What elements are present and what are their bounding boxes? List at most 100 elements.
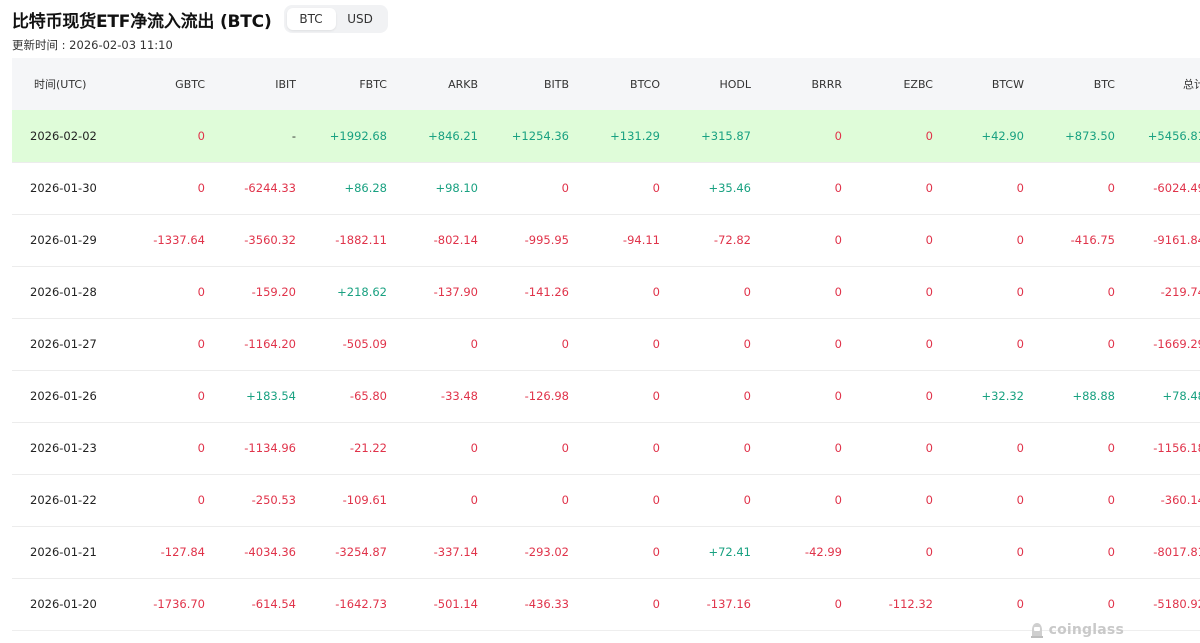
table-body: 2026-02-02 0 - +1992.68 +846.21 +1254.36 +131.… bbox=[12, 110, 1200, 630]
flow-cell: 0 bbox=[1016, 493, 1024, 507]
flow-cell: -109.61 bbox=[342, 493, 387, 507]
column-header-10[interactable]: BTCW bbox=[991, 77, 1024, 91]
flow-cell: +78.48 bbox=[1162, 389, 1200, 403]
flow-cell: -416.75 bbox=[1070, 233, 1115, 247]
flow-cell: -33.48 bbox=[440, 389, 478, 403]
table-row: 2026-01-21 -127.84 -4034.36 -3254.87 -337.14… bbox=[12, 526, 1200, 578]
flow-cell: -337.14 bbox=[433, 545, 478, 559]
flow-cell: 0 bbox=[834, 493, 842, 507]
flow-cell: 0 bbox=[925, 285, 933, 299]
flow-cell: +1254.36 bbox=[511, 128, 569, 143]
update-time: 更新时间 : 2026-02-03 11:10 bbox=[12, 38, 173, 52]
flow-cell: -1642.73 bbox=[335, 597, 387, 611]
page-title: 比特币现货ETF净流入流出 (BTC) bbox=[12, 11, 272, 32]
flow-cell: 0 bbox=[470, 441, 478, 455]
flow-cell: +183.54 bbox=[246, 389, 296, 403]
flow-cell: 0 bbox=[1016, 545, 1024, 559]
table-row: 2026-01-26 0 +183.54 -65.80 -33.48 -126.98 0 0 0… bbox=[12, 370, 1200, 422]
date-cell: 2026-01-26 bbox=[30, 389, 97, 403]
table-row: 2026-02-02 0 - +1992.68 +846.21 +1254.36 +131.… bbox=[12, 110, 1200, 162]
etf-flow-table: 时间(UTC) GBTC IBIT FBTC ARKB BITB BTCO HODL BRRR E… bbox=[12, 58, 1200, 631]
flow-cell: -1337.64 bbox=[153, 233, 205, 247]
date-cell: 2026-01-23 bbox=[30, 441, 97, 455]
toggle-usd[interactable]: USD bbox=[347, 12, 373, 26]
flow-cell: 0 bbox=[834, 233, 842, 247]
table-row: 2026-01-30 0 -6244.33 +86.28 +98.10 0 0 +35.46 0… bbox=[12, 162, 1200, 214]
flow-cell: +131.29 bbox=[610, 128, 660, 143]
flow-cell: 0 bbox=[1107, 441, 1115, 455]
flow-cell: +88.88 bbox=[1072, 389, 1115, 403]
flow-cell: -137.90 bbox=[433, 285, 478, 299]
flow-cell: +846.21 bbox=[428, 128, 478, 143]
flow-cell: 0 bbox=[925, 128, 933, 143]
flow-cell: -159.20 bbox=[251, 285, 296, 299]
flow-cell: -5180.92 bbox=[1153, 597, 1200, 611]
column-header-7[interactable]: HODL bbox=[719, 77, 751, 91]
flow-cell: -360.14 bbox=[1160, 493, 1200, 507]
date-cell: 2026-01-27 bbox=[30, 337, 97, 351]
flow-cell: 0 bbox=[652, 441, 660, 455]
flow-cell: 0 bbox=[925, 181, 933, 195]
flow-cell: +1992.68 bbox=[329, 128, 387, 143]
date-cell: 2026-01-30 bbox=[30, 181, 97, 195]
header: 比特币现货ETF净流入流出 (BTC) BTC USD bbox=[12, 4, 388, 34]
column-header-5[interactable]: BITB bbox=[543, 77, 569, 91]
flow-cell: 0 bbox=[1016, 233, 1024, 247]
flow-cell: -112.32 bbox=[888, 597, 933, 611]
flow-cell: -137.16 bbox=[706, 597, 751, 611]
date-cell: 2026-02-02 bbox=[30, 128, 97, 143]
flow-cell: -3560.32 bbox=[244, 233, 296, 247]
flow-cell: 0 bbox=[1107, 181, 1115, 195]
flow-cell: +72.41 bbox=[708, 545, 751, 559]
flow-cell: -65.80 bbox=[349, 389, 387, 403]
flow-cell: 0 bbox=[1016, 441, 1024, 455]
column-header-6[interactable]: BTCO bbox=[630, 77, 660, 91]
column-header-1[interactable]: GBTC bbox=[175, 77, 205, 91]
flow-cell: 0 bbox=[834, 389, 842, 403]
flow-cell: -1736.70 bbox=[153, 597, 205, 611]
flow-cell: 0 bbox=[925, 389, 933, 403]
flow-cell: +5456.81 bbox=[1147, 128, 1200, 143]
coinglass-logo-icon bbox=[1030, 623, 1043, 638]
flow-cell: 0 bbox=[652, 181, 660, 195]
column-header-4[interactable]: ARKB bbox=[448, 77, 478, 91]
flow-cell: 0 bbox=[197, 493, 205, 507]
flow-cell: 0 bbox=[470, 337, 478, 351]
date-cell: 2026-01-20 bbox=[30, 597, 97, 611]
flow-cell: 0 bbox=[743, 389, 751, 403]
flow-cell: - bbox=[291, 128, 296, 143]
column-header-12[interactable]: 总计 bbox=[1183, 78, 1200, 91]
flow-cell: 0 bbox=[470, 493, 478, 507]
flow-cell: 0 bbox=[834, 128, 842, 143]
flow-cell: -9161.84 bbox=[1153, 233, 1200, 247]
toggle-btc[interactable]: BTC bbox=[286, 8, 336, 30]
flow-cell: 0 bbox=[197, 441, 205, 455]
flow-cell: 0 bbox=[561, 181, 569, 195]
flow-cell: +86.28 bbox=[344, 181, 387, 195]
flow-cell: 0 bbox=[652, 337, 660, 351]
watermark: coinglass bbox=[1029, 621, 1124, 639]
column-header-9[interactable]: EZBC bbox=[903, 77, 933, 91]
column-header-8[interactable]: BRRR bbox=[811, 77, 842, 91]
column-header-0[interactable]: 时间(UTC) bbox=[34, 78, 87, 91]
column-header-2[interactable]: IBIT bbox=[275, 77, 296, 91]
flow-cell: -126.98 bbox=[524, 389, 569, 403]
column-header-11[interactable]: BTC bbox=[1093, 77, 1115, 91]
flow-cell: 0 bbox=[925, 545, 933, 559]
unit-toggle: BTC USD bbox=[283, 5, 388, 33]
flow-cell: 0 bbox=[197, 389, 205, 403]
column-header-3[interactable]: FBTC bbox=[359, 77, 387, 91]
flow-cell: -1156.18 bbox=[1153, 441, 1200, 455]
flow-cell: 0 bbox=[197, 128, 205, 143]
flow-cell: 0 bbox=[834, 181, 842, 195]
flow-cell: 0 bbox=[743, 285, 751, 299]
flow-cell: -3254.87 bbox=[335, 545, 387, 559]
flow-cell: 0 bbox=[834, 285, 842, 299]
flow-cell: 0 bbox=[834, 441, 842, 455]
bottom-fade bbox=[0, 629, 1200, 643]
flow-cell: -94.11 bbox=[622, 233, 660, 247]
flow-cell: 0 bbox=[925, 493, 933, 507]
flow-cell: 0 bbox=[1107, 597, 1115, 611]
table-row: 2026-01-20 -1736.70 -614.54 -1642.73 -501.14… bbox=[12, 578, 1200, 630]
watermark-text: coinglass bbox=[1048, 622, 1124, 638]
